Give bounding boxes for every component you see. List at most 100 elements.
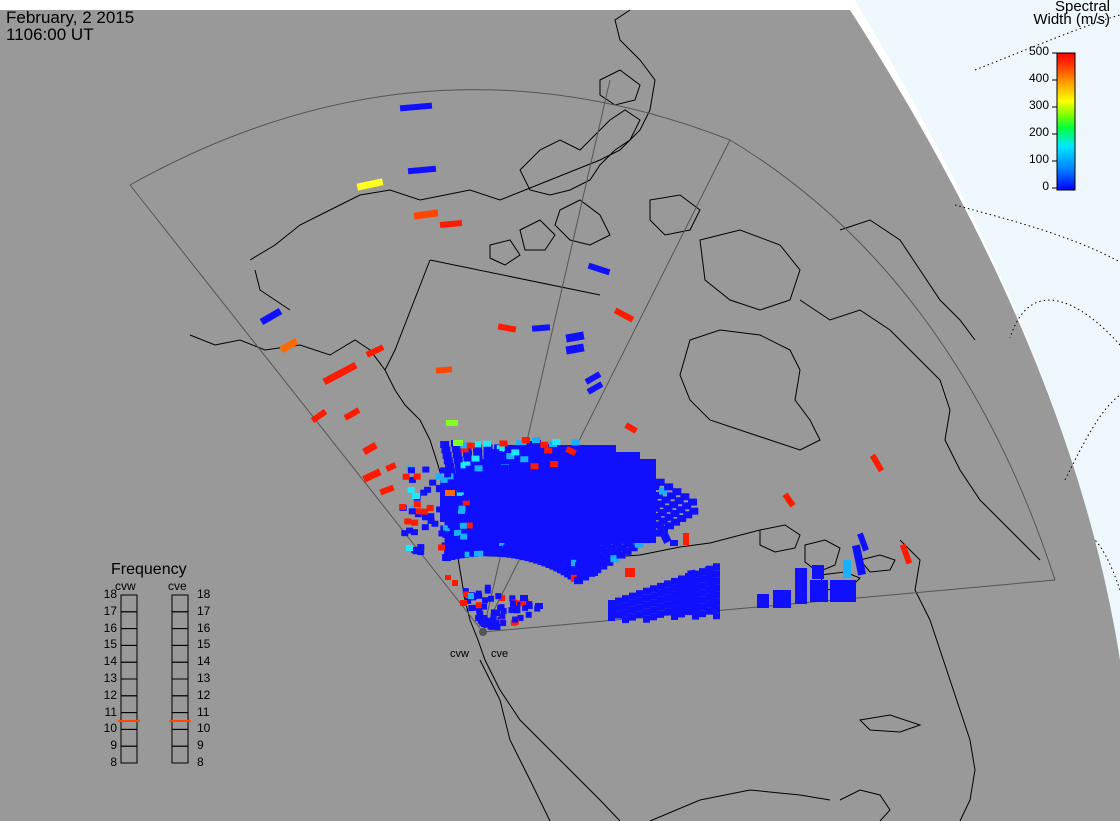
colorbar-title-line1: Spectral <box>1054 0 1110 15</box>
radar-cell <box>560 522 568 529</box>
radar-cell <box>544 473 552 480</box>
radar-cell <box>685 608 692 616</box>
radar-cell <box>652 513 662 521</box>
radar-cell <box>544 480 552 487</box>
radar-cell <box>600 529 608 536</box>
radar-cell <box>584 522 592 529</box>
radar-cell <box>440 508 448 515</box>
radar-cell <box>460 469 468 476</box>
radar-cell <box>460 442 469 449</box>
radar-cell <box>549 549 559 557</box>
radar-cell <box>664 608 671 616</box>
radar-cell <box>590 570 598 576</box>
radar-cell <box>483 444 493 452</box>
radar-cell <box>672 488 682 496</box>
radar-cell <box>552 487 560 494</box>
radar-cell <box>528 501 536 508</box>
radar-cell <box>457 486 465 493</box>
radar-cell <box>560 536 568 543</box>
radar-cell <box>685 594 692 602</box>
radar-cell <box>624 452 632 459</box>
radar-cell <box>497 323 517 333</box>
radar-cell <box>488 487 496 494</box>
radar-cell <box>600 473 608 480</box>
radar-cell <box>632 487 640 494</box>
radar-cell <box>520 595 528 601</box>
radar-cell <box>574 577 584 585</box>
radar-cell <box>413 209 439 220</box>
radar-cell <box>616 494 624 501</box>
radar-cell <box>504 529 512 536</box>
radar-cell <box>592 494 600 501</box>
radar-cell <box>683 511 693 519</box>
radar-cell <box>571 439 580 446</box>
radar-cell <box>464 508 472 515</box>
radar-cell <box>608 445 616 452</box>
radar-cell <box>550 461 559 468</box>
radar-cell <box>629 613 636 621</box>
radar-cell <box>560 515 568 522</box>
radar-cell <box>466 542 474 549</box>
radar-cell <box>643 587 650 595</box>
radar-cell <box>552 439 561 446</box>
radar-cell <box>504 536 512 543</box>
radar-cell <box>600 515 608 522</box>
radar-cell <box>576 548 586 556</box>
radar-cell <box>536 452 544 459</box>
radar-cell <box>482 597 489 604</box>
radar-cell <box>552 445 560 452</box>
radar-cell <box>514 607 521 614</box>
radar-cell <box>699 603 706 611</box>
radar-cell <box>504 459 512 466</box>
radar-scatter-cells <box>259 102 913 631</box>
radar-cell <box>507 545 517 553</box>
frequency-scale-label-right: 17 <box>197 603 211 618</box>
frequency-scale-label-right: 9 <box>197 738 204 753</box>
radar-cell <box>664 580 671 588</box>
radar-cell <box>431 520 439 527</box>
radar-cell <box>592 459 600 466</box>
radar-cell <box>447 522 455 529</box>
radar-cell <box>601 548 611 556</box>
radar-cell <box>560 473 568 480</box>
radar-cell <box>496 494 504 501</box>
radar-cell <box>362 441 378 456</box>
radar-cell <box>534 545 544 553</box>
radar-cell <box>608 494 616 501</box>
radar-cell <box>552 480 560 487</box>
radar-cell <box>488 494 496 501</box>
radar-cell <box>473 549 483 557</box>
radar-cell <box>560 466 568 473</box>
radar-cell <box>490 616 497 623</box>
radar-cell <box>622 609 629 617</box>
radar-cell <box>456 473 464 480</box>
radar-cell <box>584 487 592 494</box>
radar-cell <box>413 501 421 508</box>
radar-cell <box>608 508 616 515</box>
radar-cell <box>671 591 678 599</box>
radar-cell <box>576 487 584 494</box>
radar-cell <box>657 610 664 618</box>
radar-cell <box>406 527 414 534</box>
radar-cell <box>448 529 458 537</box>
frequency-scale-label-left: 18 <box>103 587 117 601</box>
radar-cell <box>471 455 480 462</box>
radar-cell <box>424 486 432 493</box>
radar-cell <box>512 494 520 501</box>
radar-cell <box>417 549 425 556</box>
radar-cell <box>379 484 395 496</box>
radar-cell <box>552 473 560 480</box>
radar-cell <box>687 569 701 611</box>
radar-cell <box>657 596 664 604</box>
radar-cell <box>514 540 524 548</box>
radar-cell <box>528 480 536 487</box>
radar-cell <box>504 473 512 480</box>
radar-cell <box>652 529 662 537</box>
frequency-scale-label-right: 16 <box>197 620 211 635</box>
radar-cell <box>512 459 520 466</box>
radar-cell <box>782 492 796 508</box>
radar-cell <box>488 508 496 515</box>
radar-cell <box>632 466 640 473</box>
radar-cell <box>520 473 528 480</box>
radar-cell <box>568 494 576 501</box>
